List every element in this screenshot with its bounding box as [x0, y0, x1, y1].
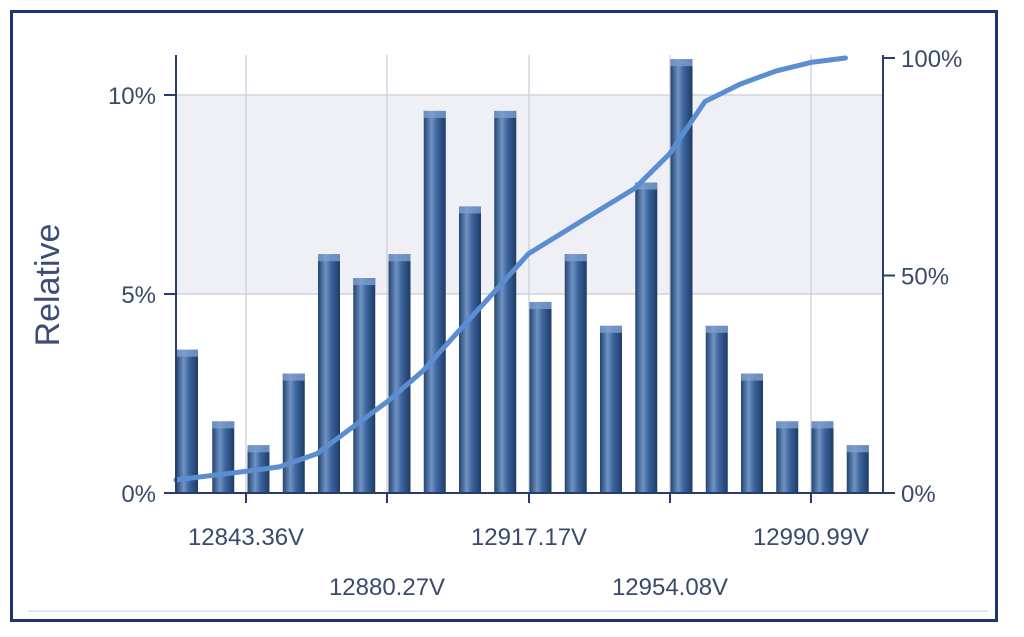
- gridlines: [176, 55, 883, 493]
- bar-11: [564, 254, 587, 493]
- cumulative-line: [173, 55, 848, 483]
- y2-tick-label: 0%: [901, 481, 936, 508]
- bar-cap-15: [705, 325, 728, 333]
- axes: [28, 55, 988, 612]
- bar-cap-4: [318, 254, 340, 262]
- y-axis-label: Relative: [29, 224, 67, 347]
- tick-labels: 0% 5% 10% 0% 50% 100% 12843.36V 12880.27V 12917.…: [108, 46, 962, 601]
- y2-tick-label: 100%: [901, 46, 962, 73]
- bar-cap-11: [564, 254, 587, 262]
- y2-tick-label: 50%: [901, 264, 949, 291]
- bar-cap-13: [635, 182, 658, 190]
- bar-14: [670, 59, 693, 494]
- bar-cap-6: [388, 254, 411, 262]
- bar-cap-10: [529, 301, 552, 309]
- bar-0: [176, 349, 198, 493]
- bar-cap-19: [846, 445, 869, 453]
- bar-cap-18: [811, 421, 834, 429]
- x-tick-label: 12990.99V: [753, 524, 869, 551]
- bar-8: [459, 206, 481, 493]
- bar-cap-2: [247, 445, 270, 453]
- bar-cap-5: [353, 278, 376, 286]
- y-tick-label: 10%: [108, 83, 156, 110]
- bar-15: [705, 325, 728, 493]
- bar-6: [388, 254, 411, 493]
- bar-cap-3: [282, 373, 305, 381]
- bar-12: [600, 325, 622, 493]
- x-tick-label: 12843.36V: [188, 524, 304, 551]
- histogram-chart: 0% 5% 10% 0% 50% 100% 12843.36V 12880.27V 12917.…: [28, 46, 988, 612]
- bar-cap-16: [741, 373, 763, 381]
- bar-1: [212, 421, 235, 493]
- x-tick-label: 12880.27V: [329, 574, 445, 601]
- x-tick-label: 12917.17V: [471, 524, 587, 551]
- y-tick-label: 0%: [121, 481, 156, 508]
- x-tick-label: 12954.08V: [612, 574, 728, 601]
- bar-18: [811, 421, 834, 493]
- bar-9: [494, 110, 517, 494]
- bar-cap-17: [776, 421, 799, 429]
- bar-3: [282, 373, 305, 493]
- bar-16: [741, 373, 763, 493]
- bar-cap-12: [600, 325, 622, 333]
- y-tick-label: 5%: [121, 282, 156, 309]
- bar-cap-1: [212, 421, 235, 429]
- bar-cap-9: [494, 110, 517, 118]
- bar-cap-8: [459, 206, 481, 214]
- bar-cap-14: [670, 59, 693, 67]
- bar-17: [776, 421, 799, 493]
- bar-4: [318, 254, 340, 493]
- bar-10: [529, 301, 552, 493]
- bar-cap-7: [423, 110, 446, 118]
- bar-5: [353, 278, 376, 493]
- bars: [176, 59, 869, 494]
- bar-13: [635, 182, 658, 493]
- bar-19: [846, 445, 869, 493]
- chart-frame: 0% 5% 10% 0% 50% 100% 12843.36V 12880.27V 12917.…: [10, 10, 998, 622]
- bar-cap-0: [176, 349, 198, 357]
- bar-7: [423, 110, 446, 494]
